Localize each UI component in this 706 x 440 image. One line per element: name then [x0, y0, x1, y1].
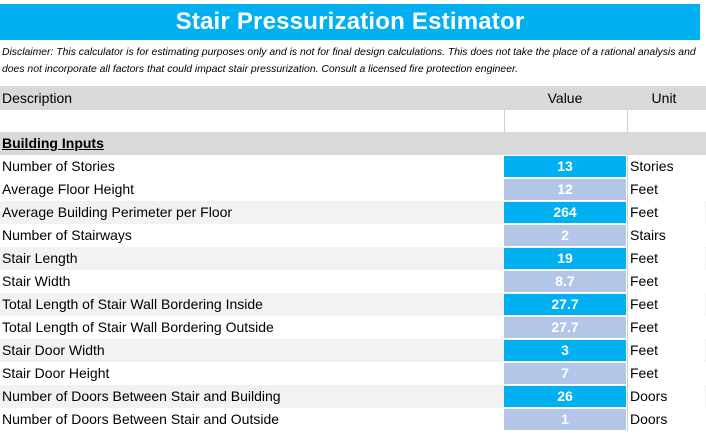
table-row: Stair Door Width 3 Feet: [0, 339, 706, 362]
row-value-input[interactable]: 27.7: [504, 317, 626, 338]
row-unit: Feet: [627, 270, 705, 293]
row-value-input[interactable]: 8.7: [504, 271, 626, 292]
row-description: Number of Doors Between Stair and Buildi…: [2, 388, 281, 404]
column-header-row: Description Value Unit: [0, 86, 706, 110]
row-description: Stair Door Width: [2, 342, 105, 358]
row-unit: Stairs: [627, 224, 705, 247]
row-description: Stair Door Height: [2, 365, 110, 381]
row-value-input[interactable]: 7: [504, 363, 626, 384]
table-row: Stair Length 19 Feet: [0, 247, 706, 270]
section-title: Building Inputs: [2, 135, 104, 151]
table-row: Stair Door Height 7 Feet: [0, 362, 706, 385]
row-value-input[interactable]: 27.7: [504, 294, 626, 315]
row-unit: Stories: [627, 155, 705, 178]
input-table: Number of Stories 13 Stories Average Flo…: [0, 155, 706, 431]
table-row: Number of Doors Between Stair and Buildi…: [0, 385, 706, 408]
blank-row: [0, 110, 706, 132]
section-header: Building Inputs: [0, 132, 706, 155]
row-unit: Feet: [627, 178, 705, 201]
blank-value-cell[interactable]: [504, 110, 627, 132]
row-description: Number of Stairways: [2, 227, 132, 243]
row-description: Stair Length: [2, 250, 78, 266]
row-description: Stair Width: [2, 273, 71, 289]
column-header-value: Value: [547, 90, 583, 106]
row-description: Total Length of Stair Wall Bordering Ins…: [2, 296, 263, 312]
table-row: Number of Stairways 2 Stairs: [0, 224, 706, 247]
row-description: Number of Doors Between Stair and Outsid…: [2, 411, 280, 427]
row-value-input[interactable]: 264: [504, 202, 626, 223]
row-value-input[interactable]: 13: [504, 156, 626, 177]
table-row: Total Length of Stair Wall Bordering Out…: [0, 316, 706, 339]
table-row: Average Building Perimeter per Floor 264…: [0, 201, 706, 224]
row-unit: Feet: [627, 201, 705, 224]
row-description: Average Floor Height: [2, 181, 135, 197]
table-row: Average Floor Height 12 Feet: [0, 178, 706, 201]
row-value-input[interactable]: 26: [504, 386, 626, 407]
column-header-description: Description: [2, 90, 73, 106]
row-value-input[interactable]: 12: [504, 179, 626, 200]
row-value-input[interactable]: 3: [504, 340, 626, 361]
table-row: Stair Width 8.7 Feet: [0, 270, 706, 293]
row-unit: Doors: [627, 408, 705, 431]
row-description: Total Length of Stair Wall Bordering Out…: [2, 319, 274, 335]
page-title: Stair Pressurization Estimator: [0, 4, 700, 40]
blank-unit-cell[interactable]: [627, 110, 706, 132]
row-value-input[interactable]: 19: [504, 248, 626, 269]
row-description: Number of Stories: [2, 158, 115, 174]
row-unit: Feet: [627, 362, 705, 385]
table-row: Total Length of Stair Wall Bordering Ins…: [0, 293, 706, 316]
disclaimer-text: Disclaimer: This calculator is for estim…: [2, 47, 696, 75]
row-unit: Doors: [627, 385, 705, 408]
row-description: Average Building Perimeter per Floor: [2, 204, 233, 220]
row-unit: Feet: [627, 247, 705, 270]
row-value-input[interactable]: 2: [504, 225, 626, 246]
row-value-input[interactable]: 1: [504, 409, 626, 430]
column-header-unit: Unit: [651, 90, 677, 106]
table-row: Number of Doors Between Stair and Outsid…: [0, 408, 706, 431]
row-unit: Feet: [627, 339, 705, 362]
table-row: Number of Stories 13 Stories: [0, 155, 706, 178]
row-unit: Feet: [627, 316, 705, 339]
row-unit: Feet: [627, 293, 705, 316]
